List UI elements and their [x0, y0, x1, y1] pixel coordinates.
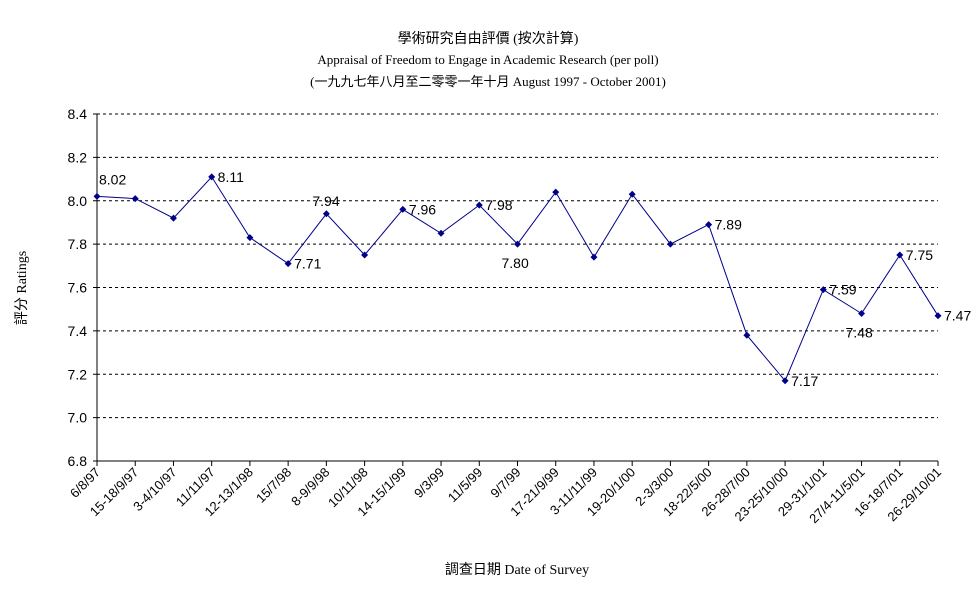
data-point [475, 201, 483, 209]
data-point [590, 253, 598, 261]
y-tick-label: 8.4 [68, 106, 88, 122]
chart-title: 學術研究自由評價 (按次計算) [398, 30, 579, 47]
data-point [208, 173, 216, 181]
y-tick-label: 7.2 [68, 366, 88, 382]
data-label: 7.80 [502, 255, 529, 271]
data-label: 7.59 [829, 282, 856, 298]
y-tick-label: 8.2 [68, 149, 88, 165]
x-tick-label: 9/7/99 [487, 465, 523, 501]
series-ratings [93, 173, 942, 385]
y-tick-label: 7.4 [68, 323, 88, 339]
y-axis-label: 評分 Ratings [14, 251, 30, 325]
data-point [781, 377, 789, 385]
x-tick-label: 8-9/9/98 [288, 465, 332, 509]
data-point [819, 286, 827, 294]
data-point [246, 234, 254, 242]
y-axis-ticks: 6.8 7.0 7.2 7.4 7.6 7.8 8.0 8.2 8.4 [68, 106, 97, 469]
data-point [437, 229, 445, 237]
data-point [93, 192, 101, 200]
data-point [934, 312, 942, 320]
data-label: 7.75 [906, 247, 933, 263]
data-point [399, 205, 407, 213]
y-tick-label: 7.6 [68, 280, 88, 296]
data-label: 8.11 [218, 169, 244, 185]
y-tick-label: 7.0 [68, 410, 88, 426]
series-line [96, 176, 939, 382]
x-tick-label: 9/3/99 [411, 465, 447, 501]
data-label: 7.71 [294, 256, 321, 272]
x-axis-ticks: 6/8/9715-18/9/973-4/10/9711/11/9712-13/1… [67, 461, 944, 526]
data-point [322, 210, 330, 218]
data-point [666, 240, 674, 248]
data-label: 7.96 [409, 201, 436, 217]
data-label: 7.48 [846, 325, 873, 341]
data-point [743, 331, 751, 339]
data-point [628, 190, 636, 198]
x-tick-label: 15/7/98 [253, 465, 294, 506]
data-label: 7.89 [715, 217, 742, 233]
x-tick-label: 6/8/97 [67, 465, 103, 501]
chart-date-range: (一九九七年八月至二零零一年十月 August 1997 - October 2… [310, 74, 666, 89]
data-point [131, 195, 139, 203]
data-label: 7.47 [944, 308, 971, 324]
data-point [705, 221, 713, 229]
chart-subtitle: Appraisal of Freedom to Engage in Academ… [317, 52, 658, 67]
data-point [552, 188, 560, 196]
data-label: 7.98 [485, 197, 512, 213]
y-tick-label: 7.8 [68, 236, 88, 252]
data-point [514, 240, 521, 248]
data-point [169, 214, 177, 222]
data-point [896, 251, 904, 259]
data-label: 8.02 [99, 171, 126, 187]
data-point [858, 310, 866, 318]
data-point [284, 260, 292, 268]
y-tick-label: 8.0 [68, 193, 88, 209]
data-label: 7.94 [312, 193, 339, 209]
x-axis-label: 調查日期 Date of Survey [445, 562, 589, 578]
y-tick-label: 6.8 [68, 453, 88, 469]
data-labels: 8.02 8.11 7.71 7.94 7.96 7.98 7.80 7.89 7.17 7.59… [99, 169, 971, 389]
data-label: 7.17 [791, 373, 818, 389]
x-tick-label: 11/5/99 [445, 465, 486, 506]
data-point [361, 251, 369, 259]
